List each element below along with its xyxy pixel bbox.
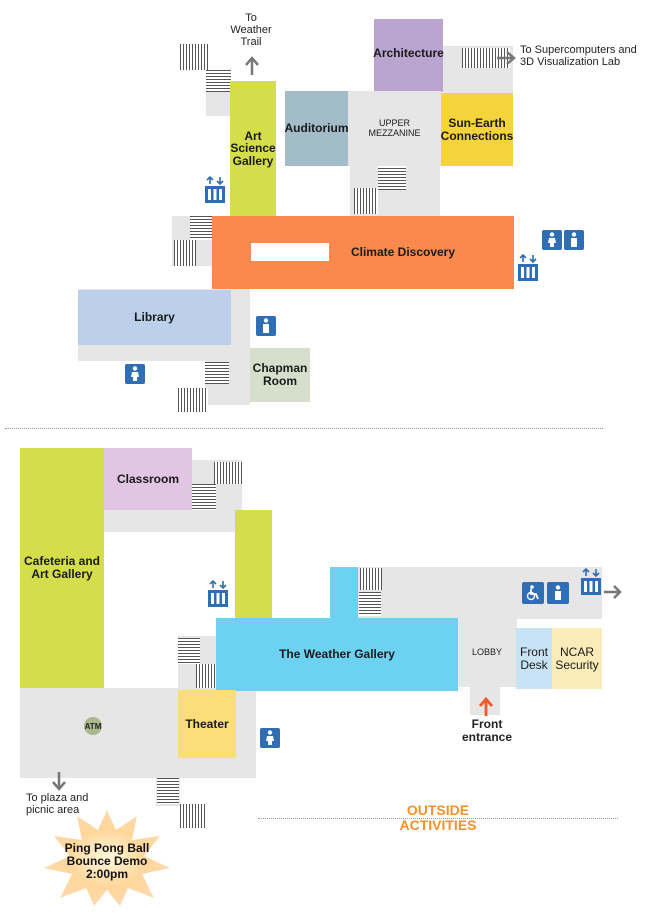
restroom-women-icon [260, 728, 280, 748]
theater-label: Theater [185, 716, 229, 731]
stairs-icon [360, 568, 382, 590]
stairs-icon [359, 592, 381, 616]
stairs-icon [378, 165, 406, 190]
stairs-icon [157, 778, 179, 804]
cafeteria-label: Cafeteria and Art Gallery [23, 554, 101, 581]
accessible-icon [522, 582, 544, 604]
arrow-icon [497, 51, 516, 65]
stairs-icon [462, 48, 510, 68]
ncar-security[interactable]: NCAR Security [552, 628, 602, 689]
climate-white-box [251, 243, 329, 261]
stairs-icon [196, 664, 216, 688]
stairs-icon [178, 388, 208, 412]
classroom[interactable]: Classroom [104, 448, 192, 510]
restroom-men-icon [256, 316, 276, 336]
corridor [104, 510, 236, 532]
stairs-icon [174, 240, 196, 266]
stairs-icon [354, 188, 378, 214]
ncar-security-label: NCAR Security [555, 644, 599, 672]
upper-mezzanine-label: UPPER MEZZANINE [368, 118, 421, 138]
stairs-icon [192, 484, 216, 510]
library-room[interactable]: Library [78, 290, 231, 345]
elevator-icon [518, 254, 538, 281]
stairs-icon [178, 638, 200, 664]
stairs-icon [180, 804, 206, 828]
to-supercomputers-label: To Supercomputers and 3D Visualization L… [520, 44, 637, 69]
cafeteria-art-gallery[interactable]: Cafeteria and Art Gallery [20, 448, 104, 688]
stairs-icon [190, 216, 212, 240]
auditorium-label: Auditorium [284, 121, 349, 136]
front-entrance-arrow-icon [478, 696, 494, 716]
arrow-icon [52, 772, 66, 791]
outside-activities-label: OUTSIDE ACTIVITIES [399, 802, 477, 833]
restroom-women-icon [542, 230, 562, 250]
stairs-icon [180, 44, 208, 70]
weather-gallery[interactable]: The Weather Gallery [216, 618, 458, 691]
chapman-room[interactable]: Chapman Room [250, 348, 310, 402]
architecture-label: Architecture [373, 46, 444, 60]
lobby-label: LOBBY [471, 647, 502, 658]
elevator-icon [581, 568, 601, 595]
elevator-icon [205, 176, 225, 203]
theater[interactable]: Theater [178, 690, 236, 758]
classroom-label: Classroom [116, 471, 180, 486]
upper-mezzanine: UPPER MEZZANINE [348, 91, 441, 166]
elevator-icon [208, 580, 228, 607]
corridor [457, 617, 517, 687]
art-science-label: Art Science Gallery [230, 128, 276, 168]
outside-divider [258, 818, 618, 819]
starburst-icon [44, 810, 170, 906]
chapman-label: Chapman Room [252, 361, 308, 388]
atm-icon[interactable]: ATM [84, 717, 102, 735]
restroom-men-icon [547, 582, 569, 604]
sun-earth-room[interactable]: Sun-Earth Connections [441, 93, 513, 166]
gallery-corridor [235, 510, 272, 620]
climate-label: Climate Discovery [350, 245, 456, 260]
weather-gallery-label: The Weather Gallery [279, 647, 395, 662]
arrow-icon [604, 585, 622, 599]
architecture-room[interactable]: Architecture [373, 19, 444, 92]
to-weather-trail-label: To Weather Trail [230, 12, 272, 49]
ping-pong-label: Ping Pong Ball Bounce Demo 2:00pm [64, 841, 150, 882]
weather-gallery-extension [330, 567, 358, 619]
stairs-icon [214, 462, 242, 484]
to-plaza-label: To plaza and picnic area [26, 792, 89, 817]
sun-earth-label: Sun-Earth Connections [440, 115, 514, 143]
arrow-icon [245, 56, 259, 75]
restroom-men-icon [564, 230, 584, 250]
restroom-women-icon [125, 364, 145, 384]
lobby: LOBBY [458, 618, 516, 688]
front-desk[interactable]: Front Desk [516, 628, 552, 689]
floor-divider [5, 428, 603, 429]
stairs-icon [205, 362, 229, 384]
front-desk-label: Front Desk [519, 644, 548, 672]
stairs-icon [206, 70, 231, 92]
auditorium-room[interactable]: Auditorium [284, 91, 349, 166]
library-label: Library [134, 310, 175, 325]
front-entrance-label: Front entrance [461, 717, 513, 745]
art-science-gallery[interactable]: Art Science Gallery [230, 81, 276, 216]
atm-label: ATM [84, 721, 102, 731]
